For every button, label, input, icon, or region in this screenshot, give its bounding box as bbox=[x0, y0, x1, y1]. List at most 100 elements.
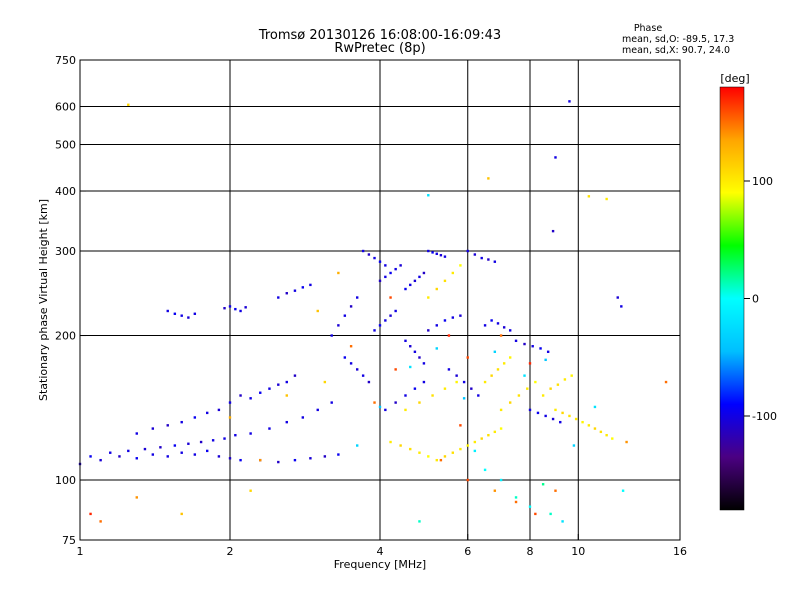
data-point bbox=[526, 387, 529, 390]
data-point bbox=[228, 457, 232, 460]
x-tick-label: 4 bbox=[377, 545, 384, 558]
data-point bbox=[435, 287, 438, 291]
data-point bbox=[443, 319, 447, 322]
data-point bbox=[349, 345, 353, 348]
data-point bbox=[508, 401, 512, 404]
data-point bbox=[349, 362, 353, 365]
data-point bbox=[499, 408, 503, 412]
data-point bbox=[309, 283, 312, 287]
data-point bbox=[337, 271, 340, 275]
data-point bbox=[427, 194, 430, 197]
y-tick-label: 600 bbox=[55, 101, 76, 114]
data-point bbox=[427, 455, 430, 458]
data-point bbox=[99, 520, 102, 523]
data-point bbox=[554, 489, 557, 492]
data-point bbox=[493, 430, 497, 434]
data-point bbox=[118, 455, 121, 458]
data-point bbox=[487, 177, 490, 180]
data-point bbox=[587, 424, 591, 427]
data-point bbox=[173, 312, 177, 315]
data-point bbox=[249, 432, 252, 435]
data-point bbox=[531, 345, 534, 348]
data-point bbox=[451, 316, 455, 319]
colorbar-ticks: 100 0 -100 bbox=[719, 86, 777, 511]
data-point bbox=[418, 275, 421, 279]
data-point bbox=[277, 296, 280, 299]
data-point bbox=[239, 394, 242, 397]
data-point bbox=[459, 424, 462, 427]
data-point bbox=[399, 444, 402, 447]
data-point bbox=[228, 416, 232, 419]
data-point bbox=[293, 374, 297, 377]
data-point bbox=[89, 455, 92, 458]
data-point bbox=[211, 439, 215, 442]
data-point bbox=[587, 195, 591, 198]
data-point bbox=[625, 440, 628, 444]
data-point bbox=[217, 455, 221, 458]
data-point bbox=[394, 368, 397, 371]
data-point bbox=[367, 253, 371, 256]
chart-title: Tromsø 20130126 16:08:00-16:09:43 bbox=[258, 28, 501, 43]
data-point bbox=[205, 411, 209, 415]
data-point bbox=[384, 319, 387, 322]
grid-lines bbox=[80, 60, 680, 540]
data-point bbox=[277, 460, 280, 464]
data-point bbox=[431, 251, 434, 254]
data-point bbox=[616, 296, 619, 299]
data-point bbox=[605, 433, 608, 437]
data-point bbox=[268, 387, 271, 390]
data-point bbox=[409, 345, 412, 348]
data-point bbox=[422, 271, 426, 275]
data-point bbox=[435, 324, 438, 327]
data-point bbox=[502, 326, 506, 329]
data-point bbox=[443, 255, 447, 258]
data-point bbox=[546, 350, 550, 353]
data-point bbox=[277, 383, 280, 386]
data-point bbox=[556, 383, 560, 386]
data-point bbox=[361, 374, 365, 377]
y-tick-label: 100 bbox=[55, 474, 76, 487]
data-point bbox=[337, 324, 340, 327]
data-point bbox=[193, 312, 197, 315]
data-point bbox=[323, 455, 327, 458]
data-point bbox=[487, 258, 490, 261]
data-point bbox=[193, 416, 197, 419]
data-point bbox=[611, 437, 614, 440]
phase-title: Phase bbox=[634, 23, 663, 34]
data-point bbox=[413, 387, 417, 390]
data-point bbox=[539, 347, 542, 350]
data-point bbox=[559, 420, 562, 424]
data-point bbox=[404, 339, 407, 343]
data-point bbox=[483, 468, 487, 472]
data-point bbox=[285, 394, 288, 397]
data-point bbox=[135, 457, 138, 460]
data-point bbox=[551, 229, 555, 233]
y-tick-label: 500 bbox=[55, 139, 76, 152]
x-tick-label: 10 bbox=[571, 545, 585, 558]
data-point bbox=[249, 489, 252, 492]
data-point bbox=[443, 455, 447, 458]
data-point bbox=[378, 405, 382, 409]
data-point bbox=[581, 420, 584, 424]
data-point bbox=[599, 430, 603, 434]
data-point bbox=[173, 444, 177, 447]
data-point bbox=[285, 420, 288, 424]
data-point bbox=[234, 307, 237, 311]
y-tick-label: 400 bbox=[55, 185, 76, 198]
data-point bbox=[389, 271, 392, 275]
data-point bbox=[443, 387, 447, 390]
data-point bbox=[293, 458, 297, 462]
plot-area bbox=[78, 59, 681, 541]
colorbar-tick-label: -100 bbox=[752, 410, 777, 423]
data-point bbox=[544, 414, 547, 418]
data-point bbox=[508, 356, 512, 359]
data-point bbox=[422, 380, 426, 384]
data-point bbox=[355, 444, 359, 447]
data-point bbox=[496, 368, 500, 371]
data-point bbox=[323, 380, 327, 384]
data-point bbox=[490, 319, 493, 322]
data-point bbox=[180, 451, 183, 454]
data-point bbox=[316, 408, 319, 412]
y-axis-ticks: 75 100 200 300 400 500 600 750 bbox=[55, 54, 86, 547]
data-point bbox=[301, 416, 305, 419]
